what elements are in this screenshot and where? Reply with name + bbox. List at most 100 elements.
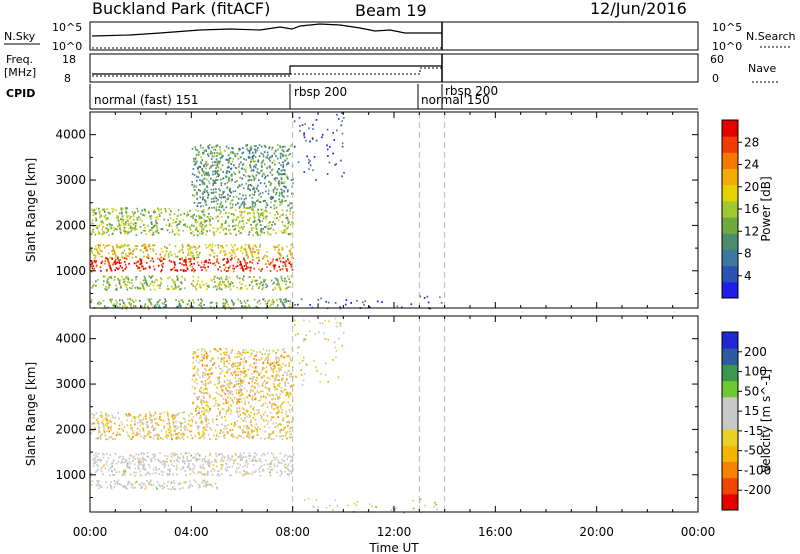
power-cell xyxy=(257,252,259,254)
velocity-cell xyxy=(236,407,238,410)
power-cell xyxy=(122,207,124,210)
power-cell xyxy=(102,225,105,228)
power-cell xyxy=(209,302,212,304)
power-cell xyxy=(258,259,260,262)
velocity-cell xyxy=(246,409,249,412)
power-cell xyxy=(278,168,280,170)
power-cell xyxy=(90,265,93,268)
power-cell xyxy=(259,246,261,248)
power-cell xyxy=(98,301,100,304)
velocity-cell xyxy=(218,382,220,385)
power-cell xyxy=(213,234,215,237)
velocity-cell xyxy=(229,393,232,395)
power-cell xyxy=(123,257,126,259)
velocity-cell xyxy=(217,404,220,406)
velocity-cell xyxy=(272,349,275,352)
velocity-cell xyxy=(93,429,95,432)
power-cell xyxy=(232,147,234,150)
power-cell xyxy=(252,160,255,163)
power-cell xyxy=(242,216,245,219)
velocity-cell xyxy=(169,429,172,432)
power-cell xyxy=(215,209,218,212)
velocity-cell xyxy=(250,353,252,356)
velocity-cell xyxy=(201,356,204,358)
velocity-cell xyxy=(278,397,281,400)
power-cell xyxy=(92,211,94,214)
velocity-cell xyxy=(287,401,290,404)
velocity-cell xyxy=(276,388,278,391)
power-cell xyxy=(97,302,99,305)
power-cell xyxy=(204,226,207,228)
power-cell xyxy=(261,166,263,168)
power-cell xyxy=(101,231,104,233)
power-cell xyxy=(266,154,269,157)
power-cell xyxy=(273,281,275,284)
velocity-cell xyxy=(227,410,230,412)
power-cell xyxy=(277,182,280,185)
velocity-cell xyxy=(205,369,207,372)
power-cell xyxy=(194,163,197,166)
power-cell xyxy=(236,265,239,267)
power-cell xyxy=(230,255,232,257)
velocity-cell xyxy=(240,391,243,394)
velocity-cell xyxy=(160,429,163,432)
power-colorbar-tick-label: 8 xyxy=(744,247,752,261)
velocity-cell xyxy=(134,416,137,418)
power-cell xyxy=(222,228,225,231)
power-cell xyxy=(120,207,122,210)
velocity-cell xyxy=(106,430,108,433)
power-cell xyxy=(136,218,139,221)
velocity-cell xyxy=(229,391,232,394)
power-cell xyxy=(171,268,174,271)
velocity-cell xyxy=(148,411,151,414)
velocity-cell xyxy=(142,464,144,467)
power-cell xyxy=(278,286,281,288)
power-cell xyxy=(256,188,258,190)
power-cell xyxy=(256,200,258,202)
velocity-cell xyxy=(253,406,255,409)
velocity-cell xyxy=(290,433,292,436)
power-cell xyxy=(166,288,168,290)
power-cell xyxy=(220,250,222,252)
velocity-cell xyxy=(261,469,264,472)
power-cell xyxy=(196,149,199,152)
velocity-y-axis-label: Slant Range [km] xyxy=(24,362,38,466)
velocity-cell xyxy=(231,348,234,351)
power-cell xyxy=(210,280,213,282)
velocity-cell xyxy=(96,482,99,484)
power-cell xyxy=(265,286,268,289)
power-cell xyxy=(245,250,247,252)
velocity-cell xyxy=(187,436,189,439)
velocity-cell xyxy=(218,453,220,456)
velocity-cell xyxy=(134,463,136,466)
velocity-cell xyxy=(100,470,103,473)
power-cell xyxy=(229,157,232,159)
velocity-cell xyxy=(181,460,184,462)
power-cell xyxy=(220,201,222,204)
velocity-cell xyxy=(180,468,182,471)
power-cell xyxy=(126,215,128,217)
power-cell xyxy=(213,180,215,183)
power-cell xyxy=(211,161,214,164)
power-cell xyxy=(247,149,249,152)
power-cell xyxy=(263,163,266,166)
power-cell xyxy=(211,217,214,220)
velocity-cell xyxy=(168,472,171,475)
power-cell xyxy=(108,286,110,288)
velocity-cell xyxy=(216,376,219,379)
power-cell xyxy=(143,255,145,258)
velocity-cell xyxy=(239,361,241,364)
velocity-cell xyxy=(240,417,243,420)
power-cell xyxy=(205,282,208,285)
power-cell xyxy=(231,225,234,228)
velocity-cell xyxy=(236,367,239,370)
power-cell xyxy=(284,185,286,188)
velocity-cell xyxy=(249,434,251,436)
power-cell xyxy=(245,284,247,287)
power-cell xyxy=(282,150,285,153)
power-cell xyxy=(283,280,286,283)
velocity-cell xyxy=(283,347,285,350)
power-cell xyxy=(440,302,443,304)
power-cell xyxy=(201,228,203,231)
power-cell xyxy=(144,229,146,232)
